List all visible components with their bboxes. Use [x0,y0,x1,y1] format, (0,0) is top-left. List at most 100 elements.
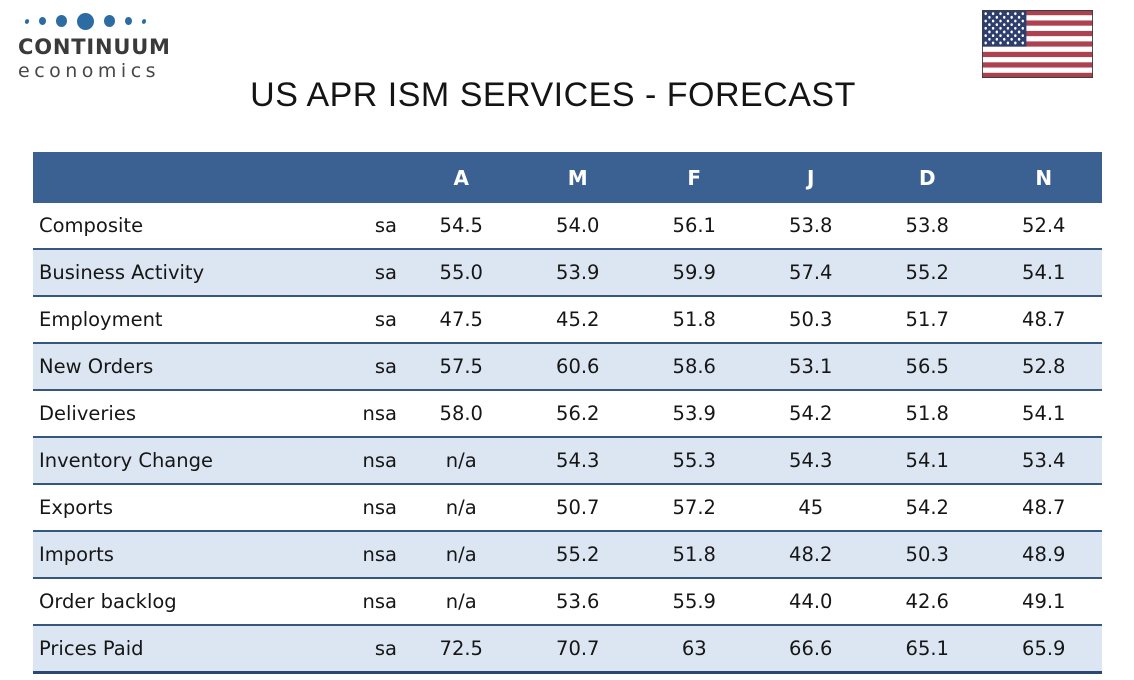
data-cell: 48.7 [985,483,1102,531]
table-body: Composite sa 54.5 54.0 56.1 53.8 53.8 52.4 Busin… [33,203,1102,674]
data-cell: 57.5 [403,342,520,390]
data-cell: 51.7 [869,295,986,343]
data-cell: 57.2 [636,483,753,531]
data-cell: 50.3 [752,295,869,343]
data-cell: 53.4 [985,436,1102,484]
data-cell: 44.0 [752,577,869,625]
adjustment-type: nsa [298,483,403,531]
column-header-n: N [985,152,1102,203]
data-cell: 60.6 [519,342,636,390]
data-cell: 54.1 [985,248,1102,296]
data-cell: 45.2 [519,295,636,343]
data-cell: 57.4 [752,248,869,296]
table-row: Inventory Change nsa n/a 54.3 55.3 54.3 54.1 53… [33,436,1102,484]
data-cell: 53.8 [905,214,949,237]
table-row: Exports nsa n/a 50.7 57.2 45 54.2 48.7 [33,483,1102,531]
data-cell: 54.1 [985,389,1102,437]
table-row: Order backlog nsa n/a 53.6 55.9 44.0 42.6 49.1 [33,577,1102,625]
continuum-economics-logo: CONTINUUM economics [18,12,218,82]
data-cell: 56.2 [519,389,636,437]
data-cell: 55.0 [403,248,520,296]
data-cell: 54.2 [752,389,869,437]
logo-tagline: economics [18,60,161,82]
data-cell: 54.5 [439,214,483,237]
data-cell: 55.3 [636,436,753,484]
data-cell: 49.1 [985,577,1102,625]
adjustment-type: sa [298,248,403,296]
table-row: Deliveries nsa 58.0 56.2 53.9 54.2 51.8 54.1 [33,389,1102,437]
data-cell: 53.9 [519,248,636,296]
table-row: Employment sa 47.5 45.2 51.8 50.3 51.7 48.7 [33,295,1102,343]
data-cell: 48.9 [985,530,1102,578]
data-cell: 58.0 [403,389,520,437]
logo-name: CONTINUUM [18,35,171,59]
data-cell: 45 [752,483,869,531]
adjustment-type: sa [374,214,397,237]
data-cell: 48.7 [985,295,1102,343]
row-label: Exports [33,483,298,531]
row-label: Order backlog [33,577,298,625]
table-row: Composite sa 54.5 54.0 56.1 53.8 53.8 52.4 [33,203,1102,249]
data-cell: 55.9 [636,577,753,625]
data-cell: 53.1 [752,342,869,390]
data-cell: 55.2 [869,248,986,296]
data-cell: 66.6 [752,624,869,674]
data-cell: n/a [403,436,520,484]
data-cell: 54.0 [556,214,600,237]
us-flag-icon [982,10,1093,78]
data-cell: 51.8 [636,530,753,578]
row-label: Inventory Change [33,436,298,484]
data-cell: 50.7 [519,483,636,531]
adjustment-type: sa [298,624,403,674]
data-cell: 70.7 [519,624,636,674]
data-cell: 53.6 [519,577,636,625]
data-cell: 54.1 [869,436,986,484]
table-row: New Orders sa 57.5 60.6 58.6 53.1 56.5 52.8 [33,342,1102,390]
table-row: Prices Paid sa 72.5 70.7 63 66.6 65.1 65.9 [33,624,1102,674]
row-label: New Orders [33,342,298,390]
data-cell: 51.8 [636,295,753,343]
data-cell: 65.9 [985,624,1102,674]
data-cell: 42.6 [869,577,986,625]
data-cell: 56.1 [672,214,716,237]
data-cell: n/a [403,483,520,531]
column-header-a: A [403,152,520,203]
adjustment-type: nsa [298,577,403,625]
data-cell: n/a [403,577,520,625]
data-cell: 59.9 [636,248,753,296]
data-cell: 54.3 [519,436,636,484]
column-header-d: D [869,152,986,203]
data-cell: 52.4 [1022,214,1066,237]
header-adj-spacer [298,152,403,203]
adjustment-type: nsa [298,389,403,437]
data-cell: 56.5 [869,342,986,390]
row-label: Imports [33,530,298,578]
table-row: Imports nsa n/a 55.2 51.8 48.2 50.3 48.9 [33,530,1102,578]
data-cell: 54.3 [752,436,869,484]
adjustment-type: nsa [298,530,403,578]
column-header-j: J [752,152,869,203]
data-cell: 52.8 [985,342,1102,390]
dots-logo-icon [20,12,218,30]
column-header-m: M [519,152,636,203]
data-cell: 63 [636,624,753,674]
table-row: Business Activity sa 55.0 53.9 59.9 57.4 55.2 5… [33,248,1102,296]
row-label: Prices Paid [33,624,298,674]
row-label: Composite [39,214,144,237]
data-cell: 65.1 [869,624,986,674]
row-label: Business Activity [33,248,298,296]
data-cell: 47.5 [403,295,520,343]
data-cell: 53.9 [636,389,753,437]
adjustment-type: sa [298,342,403,390]
data-cell: 54.2 [869,483,986,531]
data-cell: 58.6 [636,342,753,390]
row-label: Employment [33,295,298,343]
data-cell: 50.3 [869,530,986,578]
data-cell: 51.8 [869,389,986,437]
column-header-f: F [636,152,753,203]
flag-stars [984,12,1024,45]
adjustment-type: nsa [298,436,403,484]
adjustment-type: sa [298,295,403,343]
